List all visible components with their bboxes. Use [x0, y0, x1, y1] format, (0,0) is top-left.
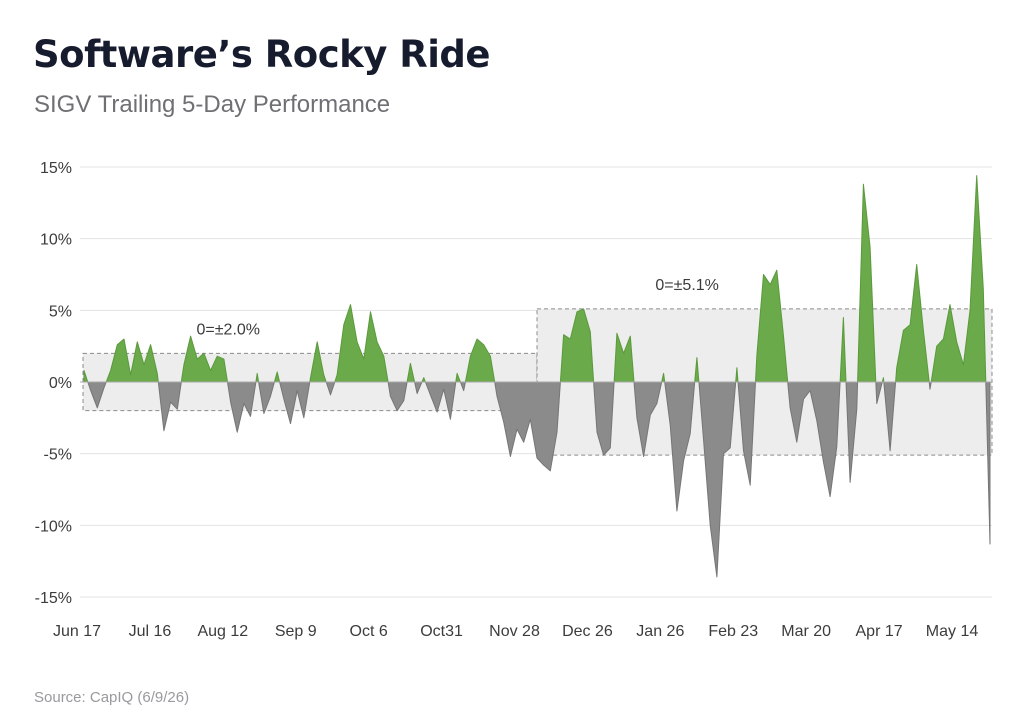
y-tick-label: -5%: [44, 447, 72, 464]
x-tick-label: Aug 12: [197, 623, 248, 640]
x-tick-label: Jul 16: [129, 623, 172, 640]
band-label: 0=±2.0%: [197, 321, 261, 338]
y-axis-ticks: 15% 10% 5% 0% -5% -10% -15%: [35, 160, 72, 607]
x-tick-label: Jun 17: [53, 623, 101, 640]
x-axis-ticks: Jun 17 Jul 16 Aug 12 Sep 9 Oct 6 Oct31 Nov 28 D…: [53, 623, 978, 640]
source-note: Source: CapIQ (6/9/26): [34, 689, 190, 706]
band-label: 0=±5.1%: [655, 277, 719, 294]
y-tick-label: -15%: [35, 590, 72, 607]
x-tick-label: Feb 23: [708, 623, 758, 640]
chart-title: Software’s Rocky Ride: [33, 33, 491, 76]
positive-area: [895, 264, 930, 383]
x-tick-label: Oct31: [420, 623, 463, 640]
positive-area: [180, 335, 228, 383]
y-tick-label: 15%: [40, 160, 72, 177]
negative-area: [494, 381, 561, 472]
chart-subtitle: SIGV Trailing 5-Day Performance: [34, 91, 391, 118]
x-tick-label: Mar 20: [781, 623, 831, 640]
positive-area: [857, 183, 877, 383]
x-tick-label: Dec 26: [562, 623, 613, 640]
positive-area: [334, 304, 389, 383]
performance-series: [83, 175, 991, 578]
x-tick-label: Oct 6: [350, 623, 388, 640]
positive-area: [755, 269, 789, 383]
x-tick-label: Apr 17: [856, 623, 903, 640]
negative-area: [985, 381, 991, 545]
negative-area: [787, 381, 841, 498]
y-tick-label: 10%: [40, 232, 72, 249]
y-tick-label: -10%: [35, 518, 72, 535]
x-tick-label: Jan 26: [636, 623, 684, 640]
positive-area: [930, 175, 987, 383]
x-tick-label: Nov 28: [489, 623, 540, 640]
y-tick-label: 5%: [49, 303, 72, 320]
positive-area: [559, 308, 595, 383]
positive-area: [105, 338, 159, 383]
negative-area: [157, 381, 182, 432]
band-labels: 0=±2.0% 0=±5.1%: [197, 277, 719, 338]
y-tick-label: 0%: [49, 375, 72, 392]
positive-area: [464, 338, 496, 383]
x-tick-label: Sep 9: [275, 623, 317, 640]
negative-area: [227, 381, 257, 433]
x-tick-label: May 14: [926, 623, 979, 640]
negative-area: [698, 381, 737, 578]
